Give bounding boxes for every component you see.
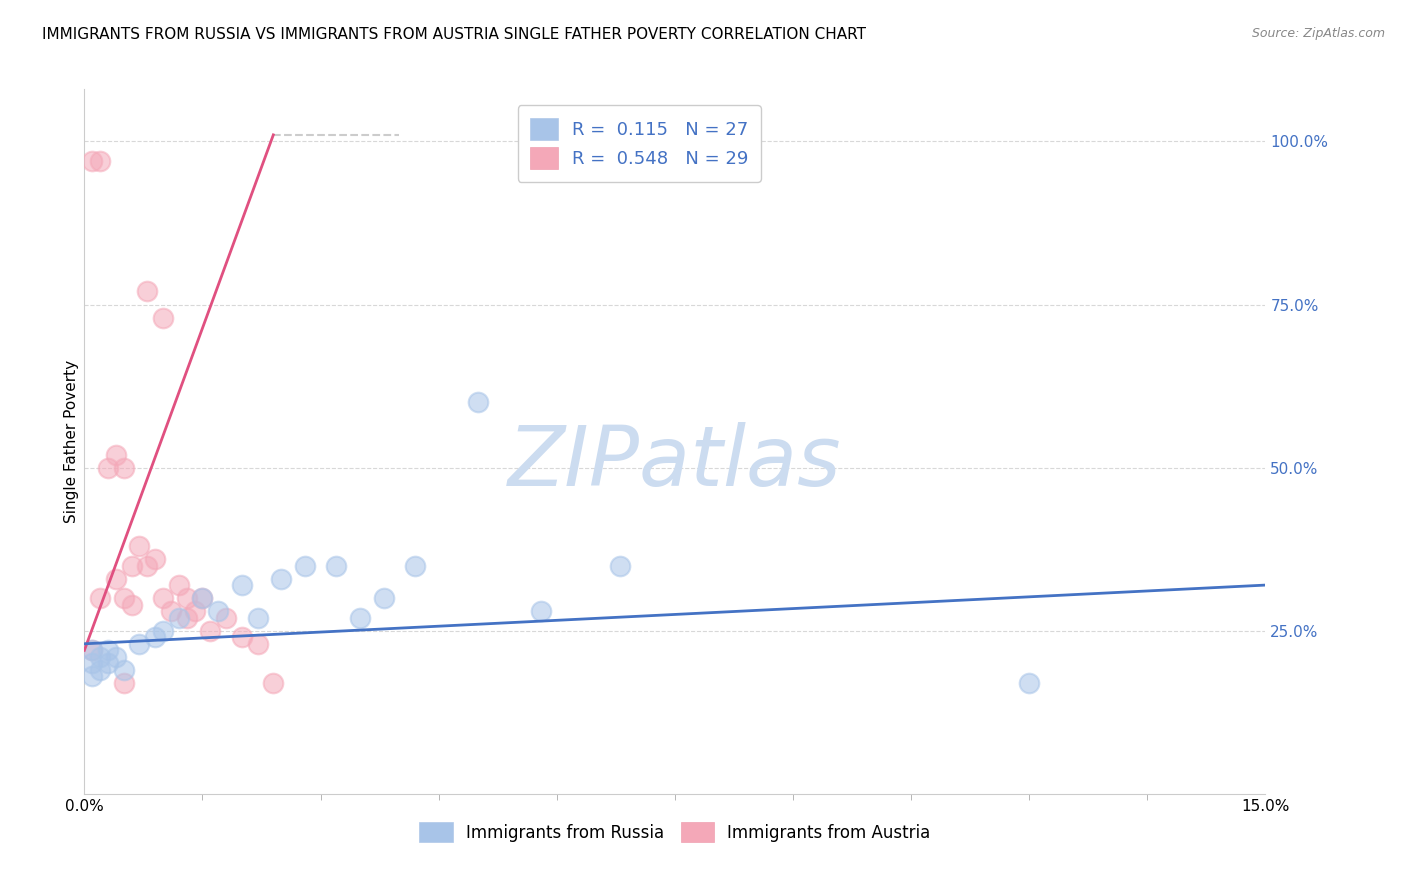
Point — [231, 578, 253, 592]
Point — [97, 643, 120, 657]
Point — [104, 649, 127, 664]
Point — [467, 395, 489, 409]
Point — [82, 657, 104, 671]
Point — [200, 624, 222, 638]
Point — [270, 572, 292, 586]
Point — [89, 663, 111, 677]
Point — [143, 630, 166, 644]
Point — [128, 539, 150, 553]
Point — [246, 637, 269, 651]
Point — [349, 611, 371, 625]
Point — [121, 558, 143, 573]
Point — [373, 591, 395, 606]
Point — [1018, 676, 1040, 690]
Text: Source: ZipAtlas.com: Source: ZipAtlas.com — [1251, 27, 1385, 40]
Point — [112, 591, 135, 606]
Point — [89, 649, 111, 664]
Point — [152, 624, 174, 638]
Point — [82, 643, 104, 657]
Point — [136, 558, 159, 573]
Point — [112, 663, 135, 677]
Point — [191, 591, 214, 606]
Point — [530, 604, 553, 618]
Y-axis label: Single Father Poverty: Single Father Poverty — [63, 360, 79, 523]
Point — [104, 448, 127, 462]
Point — [104, 572, 127, 586]
Point — [325, 558, 347, 573]
Point — [82, 643, 104, 657]
Point — [112, 676, 135, 690]
Point — [246, 611, 269, 625]
Point — [112, 460, 135, 475]
Point — [89, 591, 111, 606]
Point — [89, 153, 111, 168]
Point — [176, 591, 198, 606]
Point — [183, 604, 205, 618]
Point — [609, 558, 631, 573]
Point — [82, 669, 104, 683]
Point — [207, 604, 229, 618]
Point — [231, 630, 253, 644]
Point — [191, 591, 214, 606]
Point — [176, 611, 198, 625]
Point — [82, 153, 104, 168]
Point — [294, 558, 316, 573]
Legend: Immigrants from Russia, Immigrants from Austria: Immigrants from Russia, Immigrants from … — [412, 815, 938, 849]
Text: IMMIGRANTS FROM RUSSIA VS IMMIGRANTS FROM AUSTRIA SINGLE FATHER POVERTY CORRELAT: IMMIGRANTS FROM RUSSIA VS IMMIGRANTS FRO… — [42, 27, 866, 42]
Point — [121, 598, 143, 612]
Point — [152, 591, 174, 606]
Point — [404, 558, 426, 573]
Point — [160, 604, 183, 618]
Point — [215, 611, 238, 625]
Point — [97, 460, 120, 475]
Point — [143, 552, 166, 566]
Point — [262, 676, 284, 690]
Text: ZIPatlas: ZIPatlas — [508, 422, 842, 503]
Point — [97, 657, 120, 671]
Point — [128, 637, 150, 651]
Point — [167, 578, 190, 592]
Point — [167, 611, 190, 625]
Point — [152, 310, 174, 325]
Point — [136, 285, 159, 299]
